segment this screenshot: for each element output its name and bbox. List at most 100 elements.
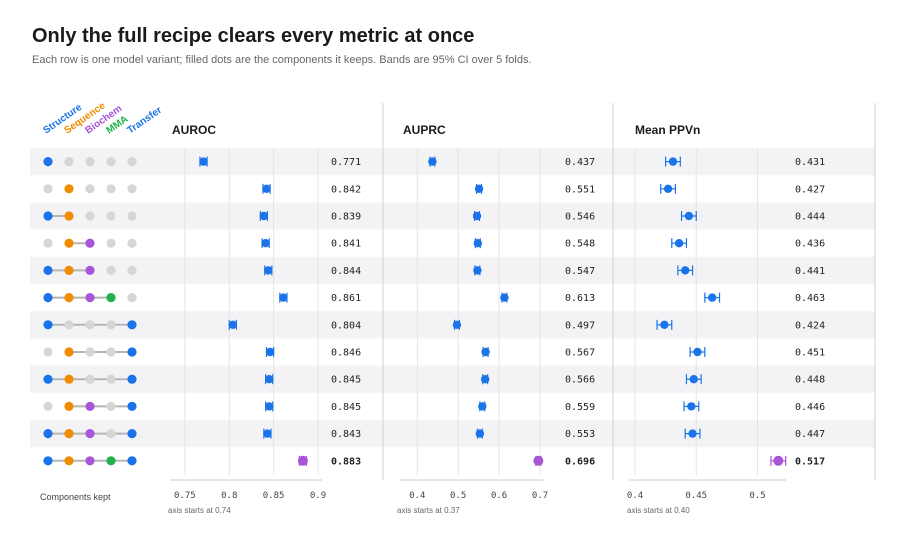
component-dot-dropped: [106, 374, 116, 384]
value-label: 0.771: [331, 157, 361, 168]
x-tick-label: 0.4: [627, 491, 643, 501]
data-point: [297, 455, 308, 466]
component-dot-kept: [127, 401, 137, 411]
component-dot-dropped: [127, 265, 137, 275]
value-label: 0.846: [331, 348, 361, 359]
data-point: [481, 347, 490, 357]
data-point: [279, 293, 288, 302]
component-dot-kept: [85, 293, 95, 303]
value-label: 0.451: [795, 348, 825, 359]
data-point: [261, 239, 270, 248]
value-label: 0.613: [565, 293, 595, 304]
component-dot-dropped: [127, 293, 137, 303]
component-dot-dropped: [64, 157, 74, 167]
component-dot-kept: [64, 401, 74, 411]
data-point: [262, 184, 271, 193]
data-point: [473, 239, 483, 248]
axis-start-note: axis starts at 0.74: [168, 506, 231, 515]
data-point: [452, 320, 462, 329]
component-dot-kept: [43, 320, 53, 330]
chart-title: Only the full recipe clears every metric…: [32, 25, 474, 47]
data-point: [265, 347, 275, 357]
data-point: [259, 211, 269, 221]
component-dot-kept: [43, 429, 53, 439]
x-tick-label: 0.4: [409, 491, 425, 501]
component-dot-dropped: [127, 238, 137, 248]
component-dot-kept: [43, 374, 53, 384]
component-dot-dropped: [106, 184, 116, 194]
component-dot-kept: [43, 456, 53, 466]
component-dot-dropped: [85, 320, 95, 330]
component-dot-dropped: [127, 211, 137, 221]
component-dot-dropped: [85, 184, 95, 194]
x-tick-label: 0.9: [310, 491, 326, 501]
component-dot-kept: [85, 265, 95, 275]
component-dot-dropped: [106, 320, 116, 330]
value-label: 0.841: [331, 239, 361, 250]
x-tick-label: 0.8: [221, 491, 237, 501]
value-label: 0.546: [565, 212, 595, 223]
component-dot-kept: [64, 265, 74, 275]
component-dot-kept: [64, 456, 74, 466]
x-tick-label: 0.5: [749, 491, 765, 501]
component-dot-dropped: [43, 401, 53, 411]
component-header-transfer: Transfer: [125, 105, 164, 137]
value-label: 0.566: [565, 375, 595, 386]
value-label: 0.559: [565, 402, 595, 413]
data-point: [660, 320, 669, 329]
component-dot-kept: [85, 429, 95, 439]
value-label: 0.441: [795, 266, 825, 277]
value-label: 0.804: [331, 320, 361, 331]
data-point: [472, 211, 482, 221]
data-point: [663, 184, 673, 193]
component-dot-dropped: [106, 429, 116, 439]
value-label: 0.446: [795, 402, 825, 413]
component-dot-dropped: [106, 157, 116, 167]
data-point: [681, 266, 690, 275]
chart-subtitle: Each row is one model variant; filled do…: [32, 54, 532, 66]
component-dot-kept: [43, 211, 53, 221]
component-dot-dropped: [43, 184, 53, 194]
component-dot-kept: [106, 293, 116, 303]
row-band: [30, 256, 875, 284]
value-label: 0.843: [331, 429, 361, 440]
value-label: 0.497: [565, 320, 595, 331]
data-point: [693, 347, 702, 357]
component-dot-kept: [43, 293, 53, 303]
axis-start-note: axis starts at 0.40: [627, 506, 690, 515]
grid-lines: [184, 103, 876, 480]
value-label: 0.551: [565, 184, 595, 195]
data-point: [480, 375, 490, 384]
component-dot-kept: [43, 265, 53, 275]
data-point: [533, 455, 544, 466]
component-dot-dropped: [106, 401, 116, 411]
component-dot-kept: [127, 347, 137, 357]
value-label: 0.463: [795, 293, 825, 304]
value-label: 0.861: [331, 293, 361, 304]
data-point: [473, 266, 482, 275]
data-point: [674, 239, 684, 248]
value-label: 0.842: [331, 184, 361, 195]
value-label: 0.427: [795, 184, 825, 195]
value-label: 0.437: [565, 157, 595, 168]
component-dot-kept: [64, 238, 74, 248]
component-dot-kept: [127, 429, 137, 439]
value-label: 0.567: [565, 348, 595, 359]
axis-start-note: axis starts at 0.37: [397, 506, 460, 515]
component-dot-dropped: [43, 238, 53, 248]
row-band: [30, 202, 875, 230]
data-point: [478, 402, 487, 411]
component-dot-kept: [64, 347, 74, 357]
data-point: [264, 375, 274, 384]
x-tick-label: 0.75: [174, 491, 196, 501]
data-point: [687, 402, 696, 411]
data-point: [428, 157, 437, 166]
row-band: [30, 420, 875, 448]
component-dot-dropped: [127, 157, 137, 167]
component-dots: [43, 157, 137, 466]
data-point: [475, 429, 485, 438]
value-label: 0.547: [565, 266, 595, 277]
component-dot-dropped: [106, 238, 116, 248]
value-label: 0.436: [795, 239, 825, 250]
